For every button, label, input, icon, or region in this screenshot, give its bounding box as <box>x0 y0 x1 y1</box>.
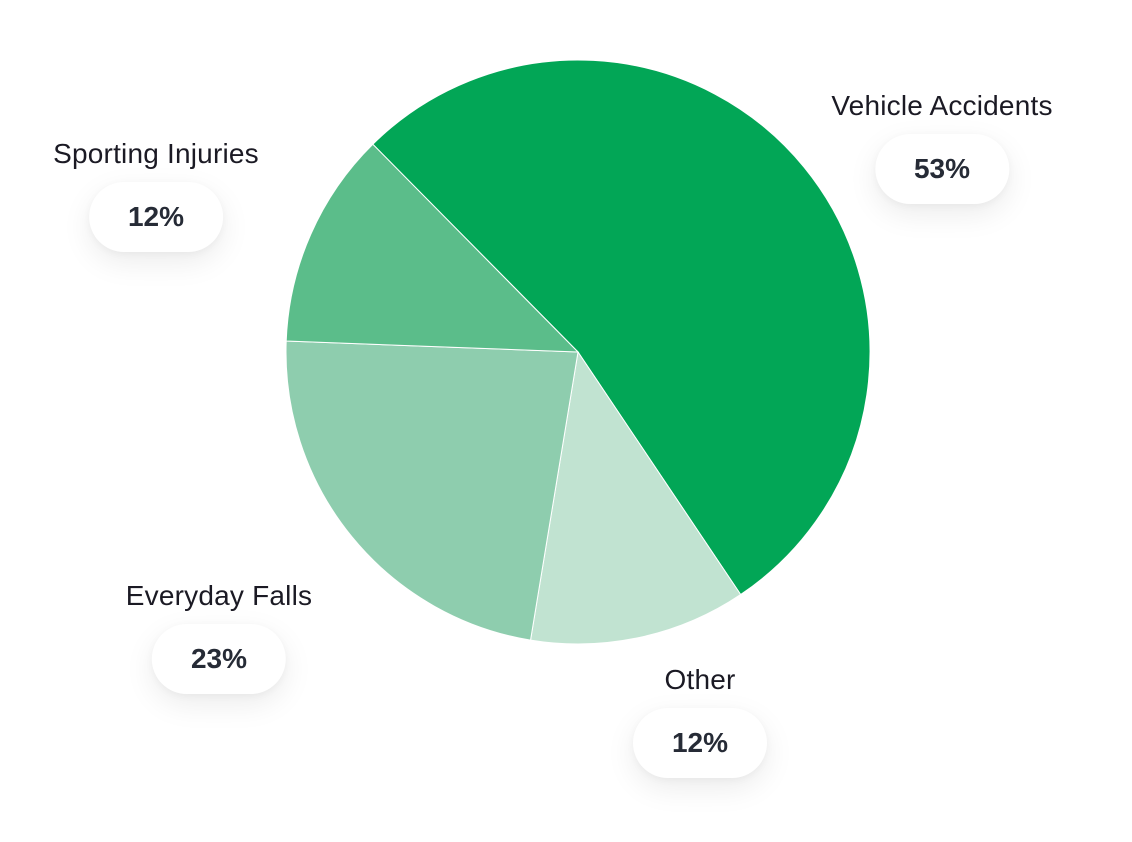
slice-value-other: 12% <box>633 708 767 778</box>
slice-label-other: Other <box>664 664 736 695</box>
pie-slice-everyday-falls <box>285 340 579 641</box>
slice-value-sporting-injuries: 12% <box>88 182 223 252</box>
pie-slice-vehicle-accidents <box>372 59 871 596</box>
callout-vehicle-accidents: Vehicle Accidents 53% <box>831 90 1052 204</box>
slice-label-everyday-falls: Everyday Falls <box>125 580 313 611</box>
callout-sporting-injuries: Sporting Injuries 12% <box>53 138 259 252</box>
slice-label-vehicle-accidents: Vehicle Accidents <box>831 90 1053 121</box>
pie-slice-sporting-injuries <box>285 143 580 353</box>
callout-everyday-falls: Everyday Falls 23% <box>126 580 312 694</box>
callout-other: Other 12% <box>633 664 767 778</box>
slice-label-sporting-injuries: Sporting Injuries <box>53 138 259 169</box>
pie-slice-other <box>529 350 742 645</box>
slice-value-everyday-falls: 23% <box>151 624 286 694</box>
pie-slices <box>285 59 871 645</box>
slice-value-vehicle-accidents: 53% <box>874 134 1009 204</box>
